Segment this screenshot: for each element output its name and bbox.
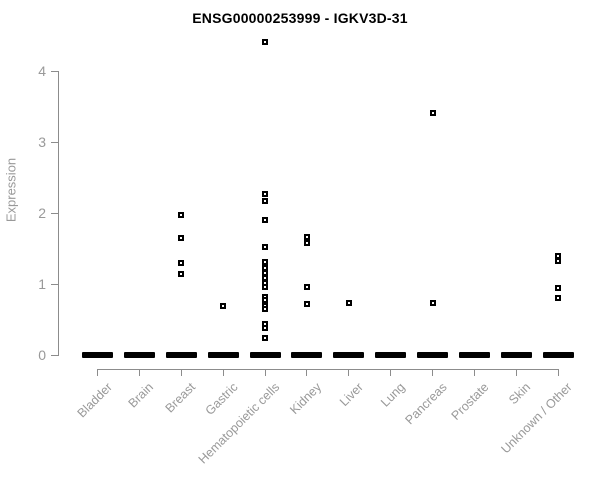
- data-point: [303, 239, 310, 246]
- x-tick-label: Pancreas: [402, 380, 450, 428]
- x-axis-tick: [557, 369, 559, 376]
- x-tick-label: Kidney: [286, 380, 324, 417]
- x-axis-tick: [139, 369, 141, 376]
- data-point: [262, 305, 269, 312]
- x-axis-tick: [390, 369, 392, 376]
- zero-cluster-bar: [375, 352, 407, 358]
- x-axis-tick: [306, 369, 308, 376]
- zero-cluster-bar: [165, 352, 197, 358]
- x-tick-label: Skin: [506, 380, 534, 408]
- data-point: [555, 295, 562, 302]
- y-tick-label: 3: [38, 134, 46, 150]
- data-point: [262, 244, 269, 251]
- x-axis-tick: [515, 369, 517, 376]
- x-axis-tick: [264, 369, 266, 376]
- x-tick-label: Lung: [377, 380, 408, 410]
- zero-cluster-bar: [458, 352, 490, 358]
- x-tick-label: Brain: [125, 380, 157, 411]
- data-point: [429, 300, 436, 307]
- x-axis-tick: [432, 369, 433, 376]
- data-point: [262, 334, 269, 341]
- data-point: [178, 234, 185, 241]
- data-point: [555, 258, 562, 265]
- y-tick-label: 0: [38, 347, 46, 363]
- data-point: [555, 285, 562, 292]
- zero-cluster-bar: [291, 352, 323, 358]
- y-axis-line: [58, 71, 59, 356]
- zero-cluster-bar: [249, 352, 281, 358]
- x-axis-line: [97, 369, 559, 370]
- y-axis-label: Expression: [3, 157, 19, 223]
- chart-title: ENSG00000253999 - IGKV3D-31: [192, 10, 408, 26]
- zero-cluster-bar: [333, 352, 365, 358]
- x-tick-label: Prostate: [448, 380, 492, 423]
- data-point: [262, 283, 269, 290]
- zero-cluster-bar: [542, 352, 574, 358]
- data-point: [262, 217, 269, 224]
- data-point: [178, 259, 185, 266]
- y-axis-tick: [51, 71, 58, 72]
- x-axis-tick: [180, 369, 182, 376]
- zero-cluster-bar: [82, 352, 114, 358]
- y-tick-label: 1: [38, 276, 46, 292]
- x-axis-tick: [222, 369, 224, 376]
- data-point: [178, 212, 185, 219]
- data-point: [262, 325, 269, 332]
- zero-cluster-bar: [124, 352, 156, 358]
- x-tick-label: Liver: [336, 380, 366, 410]
- data-point: [262, 38, 269, 45]
- data-point: [262, 297, 269, 304]
- x-tick-label: Hematopoietic cells: [195, 380, 283, 467]
- data-point: [345, 300, 352, 307]
- x-tick-label: Bladder: [74, 380, 115, 421]
- data-point: [303, 283, 310, 290]
- data-point: [262, 258, 269, 265]
- y-tick-label: 4: [38, 63, 46, 79]
- x-axis-tick: [348, 369, 350, 376]
- y-axis-tick: [51, 355, 58, 356]
- x-tick-label: Breast: [162, 380, 199, 416]
- data-point: [220, 303, 227, 309]
- y-tick-label: 2: [38, 205, 46, 221]
- zero-cluster-bar: [207, 352, 239, 358]
- y-axis-tick: [51, 284, 58, 285]
- data-point: [262, 264, 269, 271]
- data-point: [303, 300, 310, 307]
- data-point: [262, 190, 269, 197]
- x-axis-tick: [97, 369, 99, 376]
- data-point: [178, 271, 185, 278]
- x-axis-tick: [473, 369, 475, 376]
- data-point: [262, 197, 269, 204]
- data-point: [303, 234, 310, 241]
- data-point: [429, 109, 436, 116]
- x-tick-label: Gastric: [202, 380, 241, 418]
- zero-cluster-bar: [417, 352, 448, 358]
- zero-cluster-bar: [500, 352, 532, 358]
- y-axis-tick: [51, 142, 58, 143]
- y-axis-tick: [51, 213, 58, 214]
